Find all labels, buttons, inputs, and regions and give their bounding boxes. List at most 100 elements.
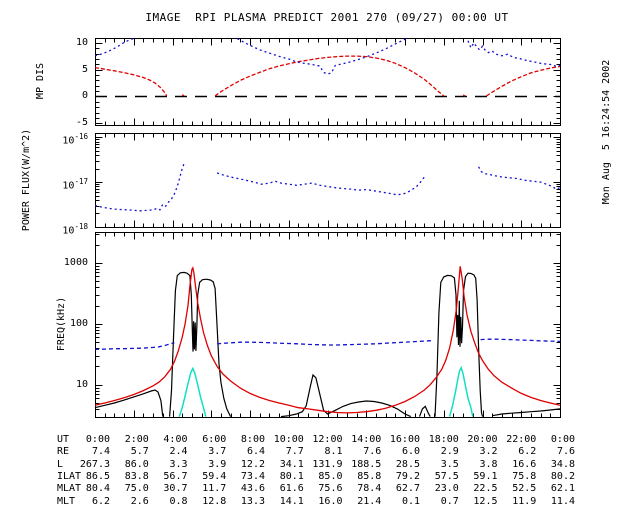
y-tick-label: 10-18 bbox=[62, 222, 88, 237]
table-cell: 85.0 bbox=[318, 470, 343, 482]
table-cell: 7.4 bbox=[91, 446, 110, 458]
table-cell: 11.9 bbox=[512, 495, 537, 507]
y-axis-label-power-flux: POWER FLUX(W/m^2) bbox=[21, 128, 32, 232]
series-mp-distance-red bbox=[181, 94, 185, 97]
table-cell: 34.1 bbox=[279, 458, 304, 470]
series-plasma-frequency-black bbox=[280, 373, 412, 418]
series-lower-band-cyan bbox=[178, 366, 207, 417]
table-cell: 6.2 bbox=[518, 446, 537, 458]
table-cell: 80.4 bbox=[85, 483, 110, 495]
table-row-label-l: L bbox=[57, 458, 64, 470]
series-plasma-frequency-black bbox=[94, 389, 164, 417]
table-cell: 10:00 bbox=[273, 434, 304, 445]
table-cell: 0.7 bbox=[440, 495, 459, 507]
table-cell: 2.6 bbox=[130, 495, 149, 507]
table-cell: 3.3 bbox=[169, 458, 188, 470]
y-tick-label: 1000 bbox=[63, 257, 88, 268]
table-cell: 12:00 bbox=[312, 434, 343, 445]
table-cell: 12.5 bbox=[473, 495, 498, 507]
table-cell: 6.4 bbox=[246, 446, 265, 458]
table-cell: 86.5 bbox=[85, 470, 110, 482]
y-tick-label: 100 bbox=[69, 318, 88, 329]
table-cell: 12.2 bbox=[240, 458, 265, 470]
table-cell: 3.7 bbox=[208, 446, 227, 458]
timestamp: Mon Aug 5 16:24:54 2002 bbox=[601, 59, 612, 205]
table-cell: 23.0 bbox=[434, 483, 459, 495]
table-cell: 11.7 bbox=[202, 483, 227, 495]
table-cell: 18:00 bbox=[428, 434, 459, 445]
table-cell: 75.6 bbox=[318, 483, 343, 495]
table-cell: 83.8 bbox=[124, 470, 149, 482]
table-cell: 16.0 bbox=[318, 495, 343, 507]
table-cell: 3.5 bbox=[440, 458, 459, 470]
table-cell: 80.2 bbox=[550, 470, 575, 482]
table-cell: 75.8 bbox=[512, 470, 537, 482]
y-tick-label: 10 bbox=[75, 379, 88, 390]
table-cell: 188.5 bbox=[351, 458, 382, 470]
table-cell: 3.2 bbox=[479, 446, 498, 458]
y-tick-label: 10-17 bbox=[62, 177, 88, 192]
series-power-flux-blue bbox=[94, 163, 185, 212]
table-cell: 22:00 bbox=[506, 434, 537, 445]
table-cell: 12.8 bbox=[202, 495, 227, 507]
table-row-label-mlat: MLAT bbox=[57, 483, 82, 495]
table-cell: 2.9 bbox=[440, 446, 459, 458]
series-plasma-frequency-black bbox=[492, 408, 561, 417]
y-tick-label: 10 bbox=[75, 37, 88, 48]
table-cell: 0.1 bbox=[401, 495, 420, 507]
series-power-flux-blue bbox=[216, 172, 425, 196]
series-plasma-frequency-black bbox=[169, 271, 232, 417]
table-cell: 6.2 bbox=[91, 495, 110, 507]
series-noise-band-blue bbox=[480, 338, 561, 343]
table-cell: 4:00 bbox=[163, 434, 188, 445]
table-cell: 59.4 bbox=[202, 470, 227, 482]
table-cell: 0.8 bbox=[169, 495, 188, 507]
table-cell: 16.6 bbox=[512, 458, 537, 470]
table-cell: 3.9 bbox=[208, 458, 227, 470]
series-plasma-frequency-black bbox=[418, 405, 431, 417]
table-cell: 14:00 bbox=[351, 434, 382, 445]
series-lower-band-cyan bbox=[448, 365, 474, 417]
table-cell: 62.1 bbox=[550, 483, 575, 495]
table-cell: 5.7 bbox=[130, 446, 149, 458]
table-cell: 16:00 bbox=[389, 434, 420, 445]
table-cell: 52.5 bbox=[512, 483, 537, 495]
table-row-label-re: RE bbox=[57, 446, 70, 458]
table-cell: 8:00 bbox=[240, 434, 265, 445]
magnetopause-distance-panel-frame bbox=[95, 38, 561, 126]
y-tick-label: 10-16 bbox=[62, 132, 88, 147]
table-cell: 61.6 bbox=[279, 483, 304, 495]
table-cell: 2.4 bbox=[169, 446, 188, 458]
table-cell: 2:00 bbox=[124, 434, 149, 445]
table-cell: 6.0 bbox=[401, 446, 420, 458]
series-mp-distance-red bbox=[214, 55, 445, 97]
series-satellite-distance-blue bbox=[94, 37, 135, 57]
table-cell: 28.5 bbox=[395, 458, 420, 470]
table-row-label-mlt: MLT bbox=[57, 495, 76, 507]
table-cell: 57.5 bbox=[434, 470, 459, 482]
series-plasma-frequency-black bbox=[434, 272, 484, 417]
table-cell: 6:00 bbox=[202, 434, 227, 445]
table-row-label-ut: UT bbox=[57, 434, 70, 445]
series-satellite-distance-blue bbox=[237, 37, 408, 75]
table-cell: 13.3 bbox=[240, 495, 265, 507]
table-cell: 21.4 bbox=[357, 495, 382, 507]
table-cell: 7.6 bbox=[363, 446, 382, 458]
chart-title: IMAGE RPI PLASMA PREDICT 2001 270 (09/27… bbox=[145, 11, 509, 24]
table-cell: 62.7 bbox=[395, 483, 420, 495]
power-flux-panel-frame bbox=[95, 133, 561, 228]
y-tick-label: 5 bbox=[81, 64, 88, 75]
frequency-panel-frame bbox=[95, 232, 561, 418]
table-cell: 30.7 bbox=[163, 483, 188, 495]
table-cell: 7.6 bbox=[556, 446, 575, 458]
y-tick-label: 0 bbox=[81, 90, 88, 101]
series-mp-distance-red bbox=[462, 94, 466, 97]
table-cell: 22.5 bbox=[473, 483, 498, 495]
series-power-flux-blue bbox=[478, 166, 561, 190]
series-noise-band-blue bbox=[217, 339, 433, 346]
table-cell: 75.0 bbox=[124, 483, 149, 495]
table-cell: 14.1 bbox=[279, 495, 304, 507]
y-tick-label: -5 bbox=[75, 117, 88, 128]
